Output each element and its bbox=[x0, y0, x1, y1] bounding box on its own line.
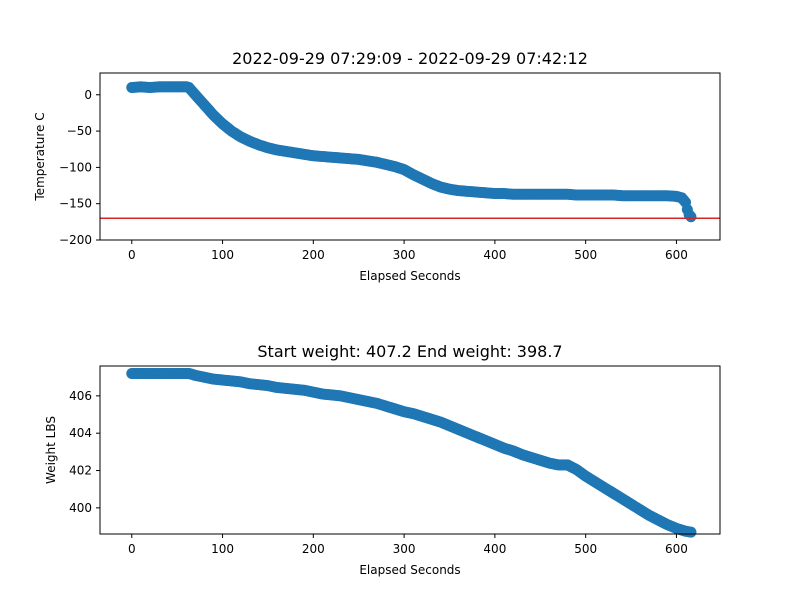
temperature-x-tick-label: 0 bbox=[128, 248, 136, 262]
weight-plot-area bbox=[99, 365, 721, 535]
temperature-x-tick-label: 500 bbox=[574, 248, 597, 262]
temperature-chart: 2022-09-29 07:29:09 - 2022-09-29 07:42:1… bbox=[33, 49, 721, 283]
temperature-x-tick-label: 200 bbox=[302, 248, 325, 262]
weight-y-tick-label: 406 bbox=[69, 389, 92, 403]
temperature-x-tick-label: 100 bbox=[211, 248, 234, 262]
temperature-y-tick-label: −100 bbox=[59, 160, 92, 174]
temperature-plot-area bbox=[99, 72, 721, 241]
weight-x-tick-label: 200 bbox=[302, 542, 325, 556]
temperature-data-point bbox=[685, 211, 697, 223]
temperature-x-axis-label: Elapsed Seconds bbox=[359, 269, 460, 283]
weight-y-tick-label: 402 bbox=[69, 464, 92, 478]
temperature-x-ticks: 0 100 200 300 400 500 600 bbox=[128, 240, 688, 262]
weight-chart: Start weight: 407.2 End weight: 398.7 0 1… bbox=[44, 342, 721, 577]
weight-data-point bbox=[685, 526, 697, 538]
weight-chart-title: Start weight: 407.2 End weight: 398.7 bbox=[257, 342, 562, 361]
weight-y-ticks: 400 402 404 406 bbox=[69, 389, 100, 515]
weight-y-tick-label: 400 bbox=[69, 501, 92, 515]
temperature-y-tick-label: −150 bbox=[59, 197, 92, 211]
weight-data-points bbox=[126, 367, 697, 538]
weight-x-tick-label: 300 bbox=[393, 542, 416, 556]
weight-x-tick-label: 400 bbox=[483, 542, 506, 556]
weight-x-tick-label: 600 bbox=[665, 542, 688, 556]
weight-y-tick-label: 404 bbox=[69, 426, 92, 440]
temperature-chart-title: 2022-09-29 07:29:09 - 2022-09-29 07:42:1… bbox=[232, 49, 588, 68]
temperature-x-tick-label: 400 bbox=[483, 248, 506, 262]
temperature-y-axis-label: Temperature C bbox=[33, 112, 47, 201]
temperature-x-tick-label: 300 bbox=[393, 248, 416, 262]
temperature-y-ticks: 0 −50 −100 −150 −200 bbox=[59, 88, 100, 247]
weight-x-tick-label: 500 bbox=[574, 542, 597, 556]
weight-x-tick-label: 0 bbox=[128, 542, 136, 556]
temperature-y-tick-label: −200 bbox=[59, 233, 92, 247]
weight-y-axis-label: Weight LBS bbox=[44, 416, 58, 484]
weight-x-ticks: 0 100 200 300 400 500 600 bbox=[128, 534, 688, 556]
temperature-y-tick-label: −50 bbox=[67, 124, 92, 138]
temperature-x-tick-label: 600 bbox=[665, 248, 688, 262]
weight-x-tick-label: 100 bbox=[211, 542, 234, 556]
weight-x-axis-label: Elapsed Seconds bbox=[359, 563, 460, 577]
temperature-y-tick-label: 0 bbox=[84, 88, 92, 102]
temperature-data-points bbox=[126, 81, 697, 223]
